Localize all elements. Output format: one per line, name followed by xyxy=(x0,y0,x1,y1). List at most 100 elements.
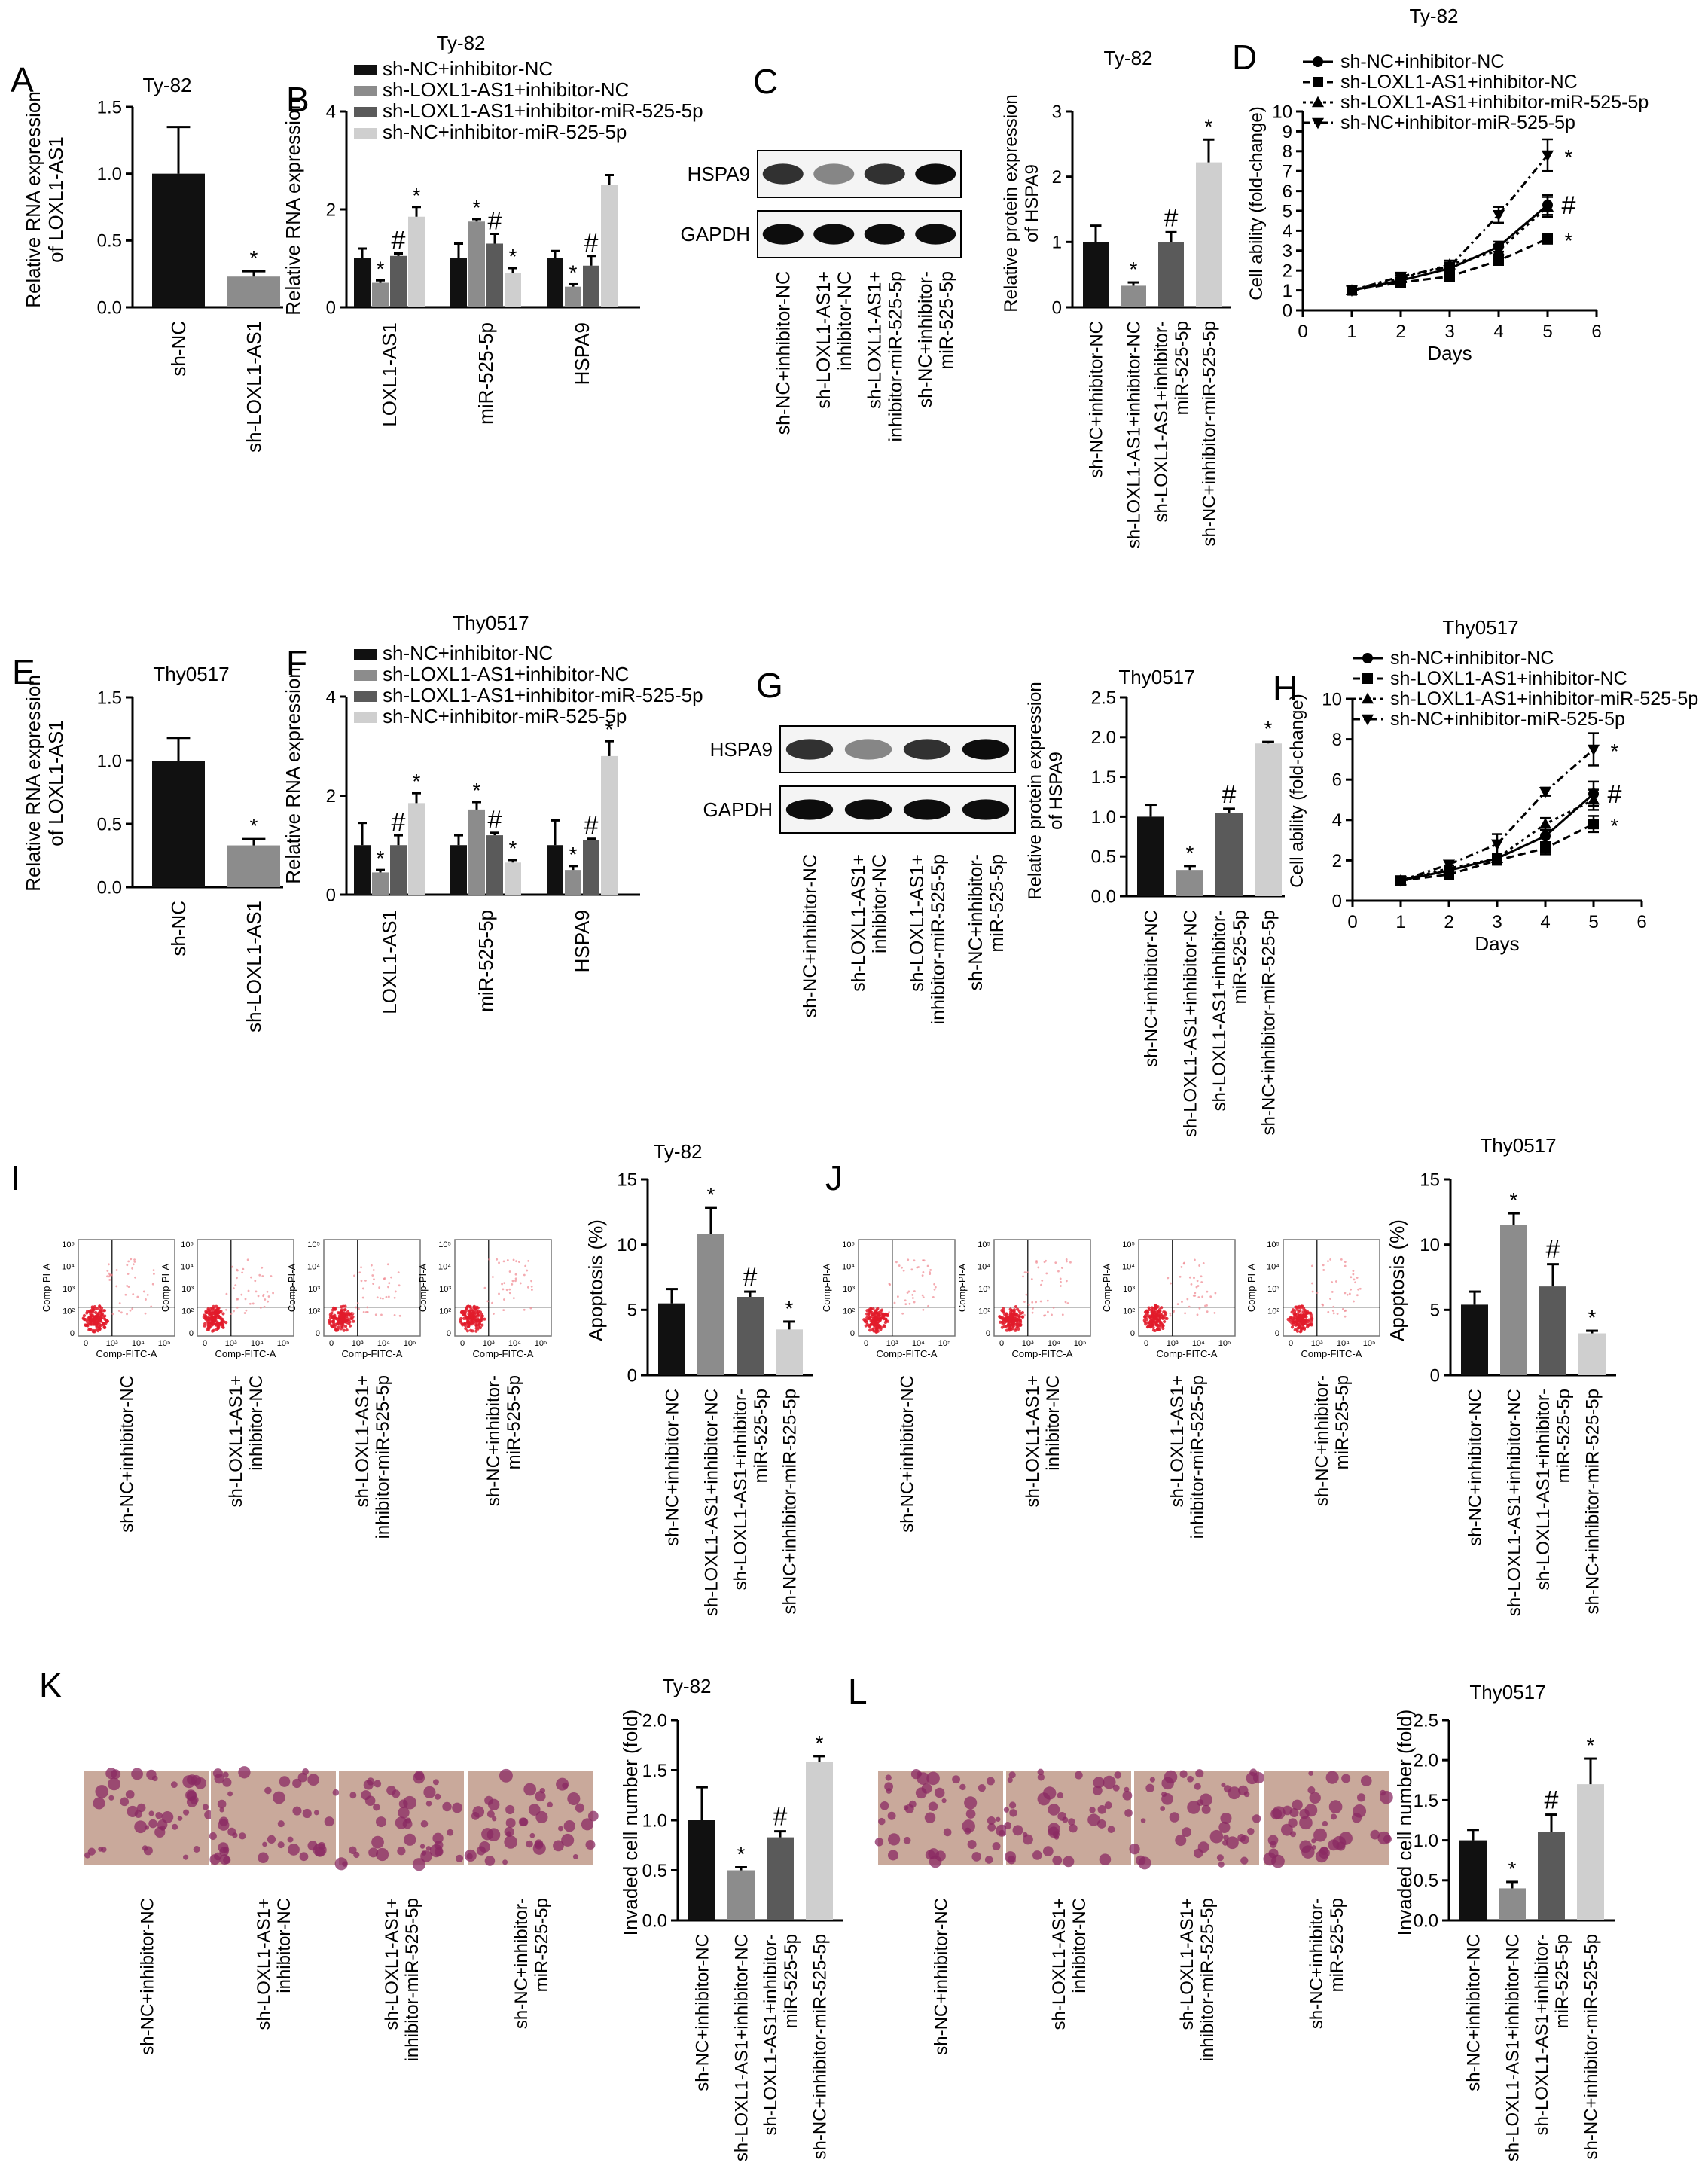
cell-dot xyxy=(211,1322,215,1326)
significance-star: * xyxy=(569,261,578,284)
cell-dot xyxy=(1300,1327,1304,1331)
bar xyxy=(486,835,503,895)
invaded-cell xyxy=(484,1795,494,1805)
cell-dot xyxy=(231,1265,233,1268)
bar xyxy=(1121,285,1146,307)
flow-x-axis-label: Comp-FITC-A xyxy=(96,1348,157,1359)
cell-dot xyxy=(514,1277,517,1280)
cell-dot xyxy=(247,1289,250,1292)
cell-dot xyxy=(208,1323,212,1327)
cell-dot xyxy=(1002,1319,1005,1323)
invaded-cell xyxy=(182,1809,190,1816)
cell-dot xyxy=(462,1313,465,1317)
western-blot-G: HSPA9 GAPDH sh-NC+inhibitor-NC sh-LOXL1-AS1… xyxy=(703,725,1016,1024)
cell-dot xyxy=(261,1275,264,1277)
cell-dot xyxy=(1149,1319,1153,1323)
cell-dot xyxy=(1176,1303,1179,1306)
cell-dot xyxy=(218,1316,222,1320)
cell-dot xyxy=(1350,1276,1353,1279)
flow-x-axis-label: Comp-FITC-A xyxy=(342,1348,403,1359)
cell-dot xyxy=(1154,1322,1158,1325)
category-label: inhibitor-miR-525-5p xyxy=(402,1898,422,2061)
hash-marker: # xyxy=(1546,1236,1560,1264)
cell-dot xyxy=(1200,1281,1203,1283)
flow-x-tick: 0 xyxy=(460,1339,465,1348)
invaded-cell xyxy=(1313,1828,1327,1842)
invaded-cell xyxy=(375,1847,389,1862)
cell-dot xyxy=(394,1290,397,1293)
y-tick-label: 7 xyxy=(1283,162,1292,182)
cell-dot xyxy=(130,1258,133,1261)
flow-y-tick: 10⁴ xyxy=(62,1263,75,1272)
cell-dot xyxy=(530,1280,533,1283)
flow-y-tick: 10² xyxy=(843,1307,855,1316)
flow-x-tick: 10⁵ xyxy=(938,1339,951,1348)
invaded-cell xyxy=(959,1783,966,1791)
cell-dot xyxy=(511,1283,514,1286)
cell-dot xyxy=(115,1269,118,1271)
x-tick-label: 1 xyxy=(1347,322,1356,342)
flow-y-tick: 10³ xyxy=(1267,1285,1279,1294)
y-tick-label: 0 xyxy=(1283,300,1292,321)
y-tick-label: 0.5 xyxy=(1091,847,1116,868)
cell-dot xyxy=(1015,1319,1019,1322)
cell-dot xyxy=(1143,1315,1147,1319)
cell-dot xyxy=(95,1325,99,1328)
flow-y-tick: 0 xyxy=(70,1329,75,1338)
cell-dot xyxy=(236,1268,239,1271)
panel-letter: I xyxy=(11,1158,20,1197)
cell-dot xyxy=(468,1322,471,1326)
category-label: miR-525-5p xyxy=(474,322,497,425)
cell-dot xyxy=(1331,1309,1334,1312)
panel-letter: G xyxy=(756,666,783,705)
cell-dot xyxy=(352,1319,355,1323)
bar xyxy=(468,809,485,895)
cell-dot xyxy=(1201,1295,1204,1298)
flow-x-axis-label: Comp-FITC-A xyxy=(877,1348,938,1359)
cell-dot xyxy=(867,1313,871,1316)
flow-y-tick: 10⁴ xyxy=(1122,1263,1135,1272)
invaded-cell xyxy=(292,1806,302,1816)
invaded-cell xyxy=(581,1818,593,1831)
bar xyxy=(505,862,521,895)
invaded-cell xyxy=(292,1778,302,1789)
cell-dot xyxy=(349,1316,353,1320)
cell-dot xyxy=(1011,1313,1014,1316)
x-tick-label: 5 xyxy=(1588,912,1598,932)
cell-dot xyxy=(97,1325,101,1328)
flow-y-tick: 10⁵ xyxy=(62,1240,75,1249)
x-tick-label: 0 xyxy=(1347,912,1357,932)
cell-dot xyxy=(888,1311,891,1313)
cell-dot xyxy=(486,1300,490,1303)
invaded-cell xyxy=(987,1816,996,1826)
cell-dot xyxy=(1294,1305,1298,1309)
category-label: sh-NC+inhibitor-miR-525-5p xyxy=(1258,910,1279,1135)
cell-dot xyxy=(911,1297,914,1299)
cell-dot xyxy=(464,1327,468,1331)
bar xyxy=(601,185,618,307)
invaded-cell xyxy=(1237,1785,1249,1796)
invaded-cell xyxy=(217,1799,227,1809)
y-tick-label: 2.5 xyxy=(1091,688,1116,708)
y-tick-label: 1 xyxy=(1052,233,1062,253)
cell-dot xyxy=(1344,1264,1347,1267)
hash-marker: # xyxy=(1545,1786,1559,1815)
cell-dot xyxy=(479,1316,483,1319)
y-tick-label: 2.5 xyxy=(1414,1710,1438,1731)
invaded-cell xyxy=(987,1777,995,1786)
cell-dot xyxy=(1150,1306,1154,1310)
category-label: sh-NC+inhibitor-NC xyxy=(137,1898,157,2055)
cell-dot xyxy=(257,1295,260,1298)
invaded-cell xyxy=(1240,1856,1249,1865)
category-label: miR-525-5p xyxy=(1554,1389,1574,1483)
hash-marker: # xyxy=(488,207,502,236)
invaded-cell xyxy=(314,1847,325,1857)
flow-x-tick: 10³ xyxy=(886,1339,898,1348)
category-label: sh-NC+inhibitor- xyxy=(483,1375,504,1506)
panel-title: Ty-82 xyxy=(1103,47,1152,69)
cell-dot xyxy=(1169,1312,1172,1315)
cell-dot xyxy=(261,1266,264,1269)
invaded-cell xyxy=(313,1810,319,1816)
y-tick-label: 4 xyxy=(326,687,336,707)
x-tick-label: 6 xyxy=(1636,912,1646,932)
